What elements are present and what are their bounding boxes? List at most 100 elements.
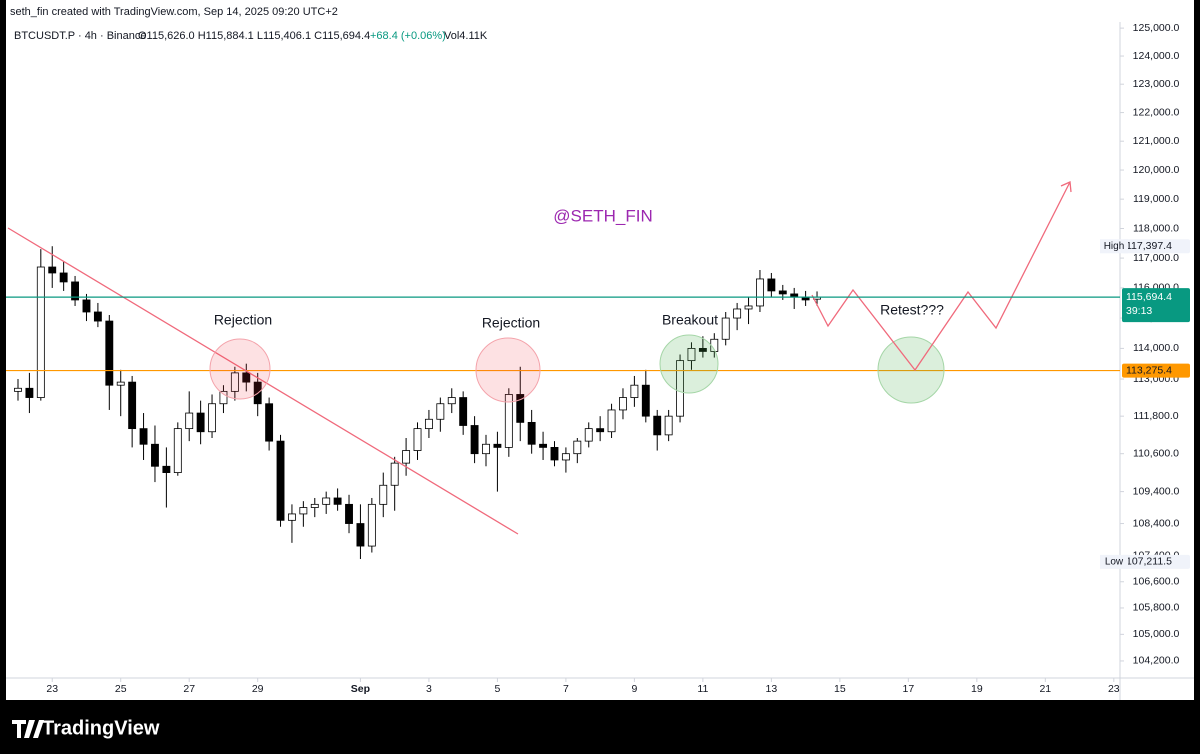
price-label-box — [1122, 288, 1190, 323]
candle-body — [82, 299, 91, 313]
candle-body — [14, 387, 22, 392]
candle-body — [767, 278, 776, 292]
price-label: 115,694.4 — [1126, 291, 1172, 303]
y-tick-label: 123,000.0 — [1133, 78, 1180, 90]
x-tick-label: 23 — [1108, 683, 1120, 695]
candle-body — [208, 403, 216, 433]
candle-body — [345, 503, 353, 524]
candle-body — [71, 281, 80, 301]
candle-body — [573, 440, 582, 455]
x-tick-label: 17 — [903, 683, 915, 695]
candle-body — [584, 428, 593, 442]
symbol: BTCUSDT.P · 4h · Binance — [14, 30, 146, 42]
x-tick-label: 25 — [115, 683, 127, 695]
y-tick-label: 104,200.0 — [1133, 655, 1180, 667]
y-tick-label: 105,000.0 — [1133, 628, 1180, 640]
y-tick-label: 111,800.0 — [1133, 410, 1178, 422]
candle-body — [390, 462, 399, 486]
candle-body — [424, 418, 433, 430]
x-tick-label: 27 — [183, 683, 195, 695]
x-tick-label: 23 — [46, 683, 58, 695]
header-text: seth_fin created with TradingView.com, S… — [10, 6, 338, 18]
candle-body — [550, 446, 559, 461]
candle-body — [447, 397, 456, 405]
x-tick-label: 11 — [697, 683, 708, 695]
candle-body — [48, 266, 57, 274]
trend-line — [7, 227, 519, 535]
annotation: Rejection — [482, 315, 540, 331]
x-tick-label: 5 — [494, 683, 500, 695]
candle-body — [162, 465, 171, 473]
candle-body — [698, 348, 707, 352]
candle-body — [367, 503, 376, 547]
candle-body — [653, 415, 662, 436]
y-tick-label: 121,000.0 — [1133, 135, 1180, 147]
ohlc: O115,626.0 H115,884.1 L115,406.1 C115,69… — [138, 30, 370, 42]
y-tick-label: 122,000.0 — [1133, 106, 1180, 118]
x-tick-label: 19 — [971, 683, 983, 695]
rejection-zone — [209, 338, 271, 400]
candle-body — [561, 453, 570, 461]
candle-body — [676, 360, 684, 417]
candle-body — [310, 503, 319, 508]
watermark: @SETH_FIN — [553, 206, 652, 225]
candle-body — [664, 415, 673, 436]
chart-panel — [6, 0, 1194, 700]
annotation: Rejection — [214, 312, 272, 328]
candle-body — [733, 308, 742, 319]
y-tick-label: 118,000.0 — [1133, 222, 1179, 234]
candle-body — [299, 507, 308, 515]
price-label: 107,211.5 — [1126, 556, 1172, 568]
projection-arrow — [1060, 181, 1072, 193]
candle-body — [196, 412, 205, 433]
candle-body — [36, 266, 45, 398]
candle-body — [276, 440, 285, 521]
candle-body — [356, 523, 365, 547]
rejection-zone — [475, 337, 541, 403]
candle-body — [379, 484, 388, 505]
candle-body — [607, 409, 616, 433]
countdown: 39:13 — [1126, 305, 1152, 317]
x-tick-label: 15 — [834, 683, 846, 695]
candle-body — [105, 320, 114, 386]
y-tick-label: 110,600.0 — [1133, 447, 1179, 459]
candle-body — [322, 497, 331, 505]
candle-body — [413, 428, 422, 451]
x-tick-label: 29 — [252, 683, 264, 695]
candle-body — [790, 293, 799, 298]
brand-logo — [12, 720, 44, 738]
candle-body — [128, 381, 137, 430]
candle-body — [93, 311, 102, 322]
candle-body — [59, 272, 68, 283]
x-tick-label: 9 — [631, 683, 637, 695]
volume: Vol4.11K — [444, 30, 488, 42]
candle-body — [756, 278, 764, 307]
candle-body — [242, 372, 251, 383]
candle-body — [436, 403, 445, 420]
breakout-zone — [659, 334, 719, 394]
x-tick-label: 3 — [426, 683, 432, 695]
candle-body — [539, 443, 548, 448]
price-label: 113,275.4 — [1126, 364, 1172, 376]
candle-body — [230, 372, 239, 392]
candle-body — [25, 387, 34, 398]
candle-body — [139, 428, 148, 445]
y-tick-label: 117,000.0 — [1133, 252, 1179, 264]
price-label: 117,397.4 — [1126, 240, 1172, 252]
candle-body — [721, 317, 730, 340]
candle-body — [516, 394, 525, 423]
candle-body — [482, 443, 490, 455]
candle-body — [744, 305, 753, 310]
y-tick-label: 125,000.0 — [1133, 22, 1180, 34]
projection-path — [811, 181, 1071, 372]
brand-name: TradingView — [42, 717, 160, 739]
y-tick-label: 106,600.0 — [1133, 576, 1180, 588]
annotation: Retest??? — [880, 302, 944, 318]
y-tick-label: 114,000.0 — [1133, 342, 1179, 354]
candle-body — [219, 390, 228, 405]
candle-body — [470, 425, 479, 455]
brand: TradingView — [12, 717, 160, 739]
candle-body — [265, 403, 274, 442]
y-tick-label: 108,400.0 — [1133, 517, 1180, 529]
